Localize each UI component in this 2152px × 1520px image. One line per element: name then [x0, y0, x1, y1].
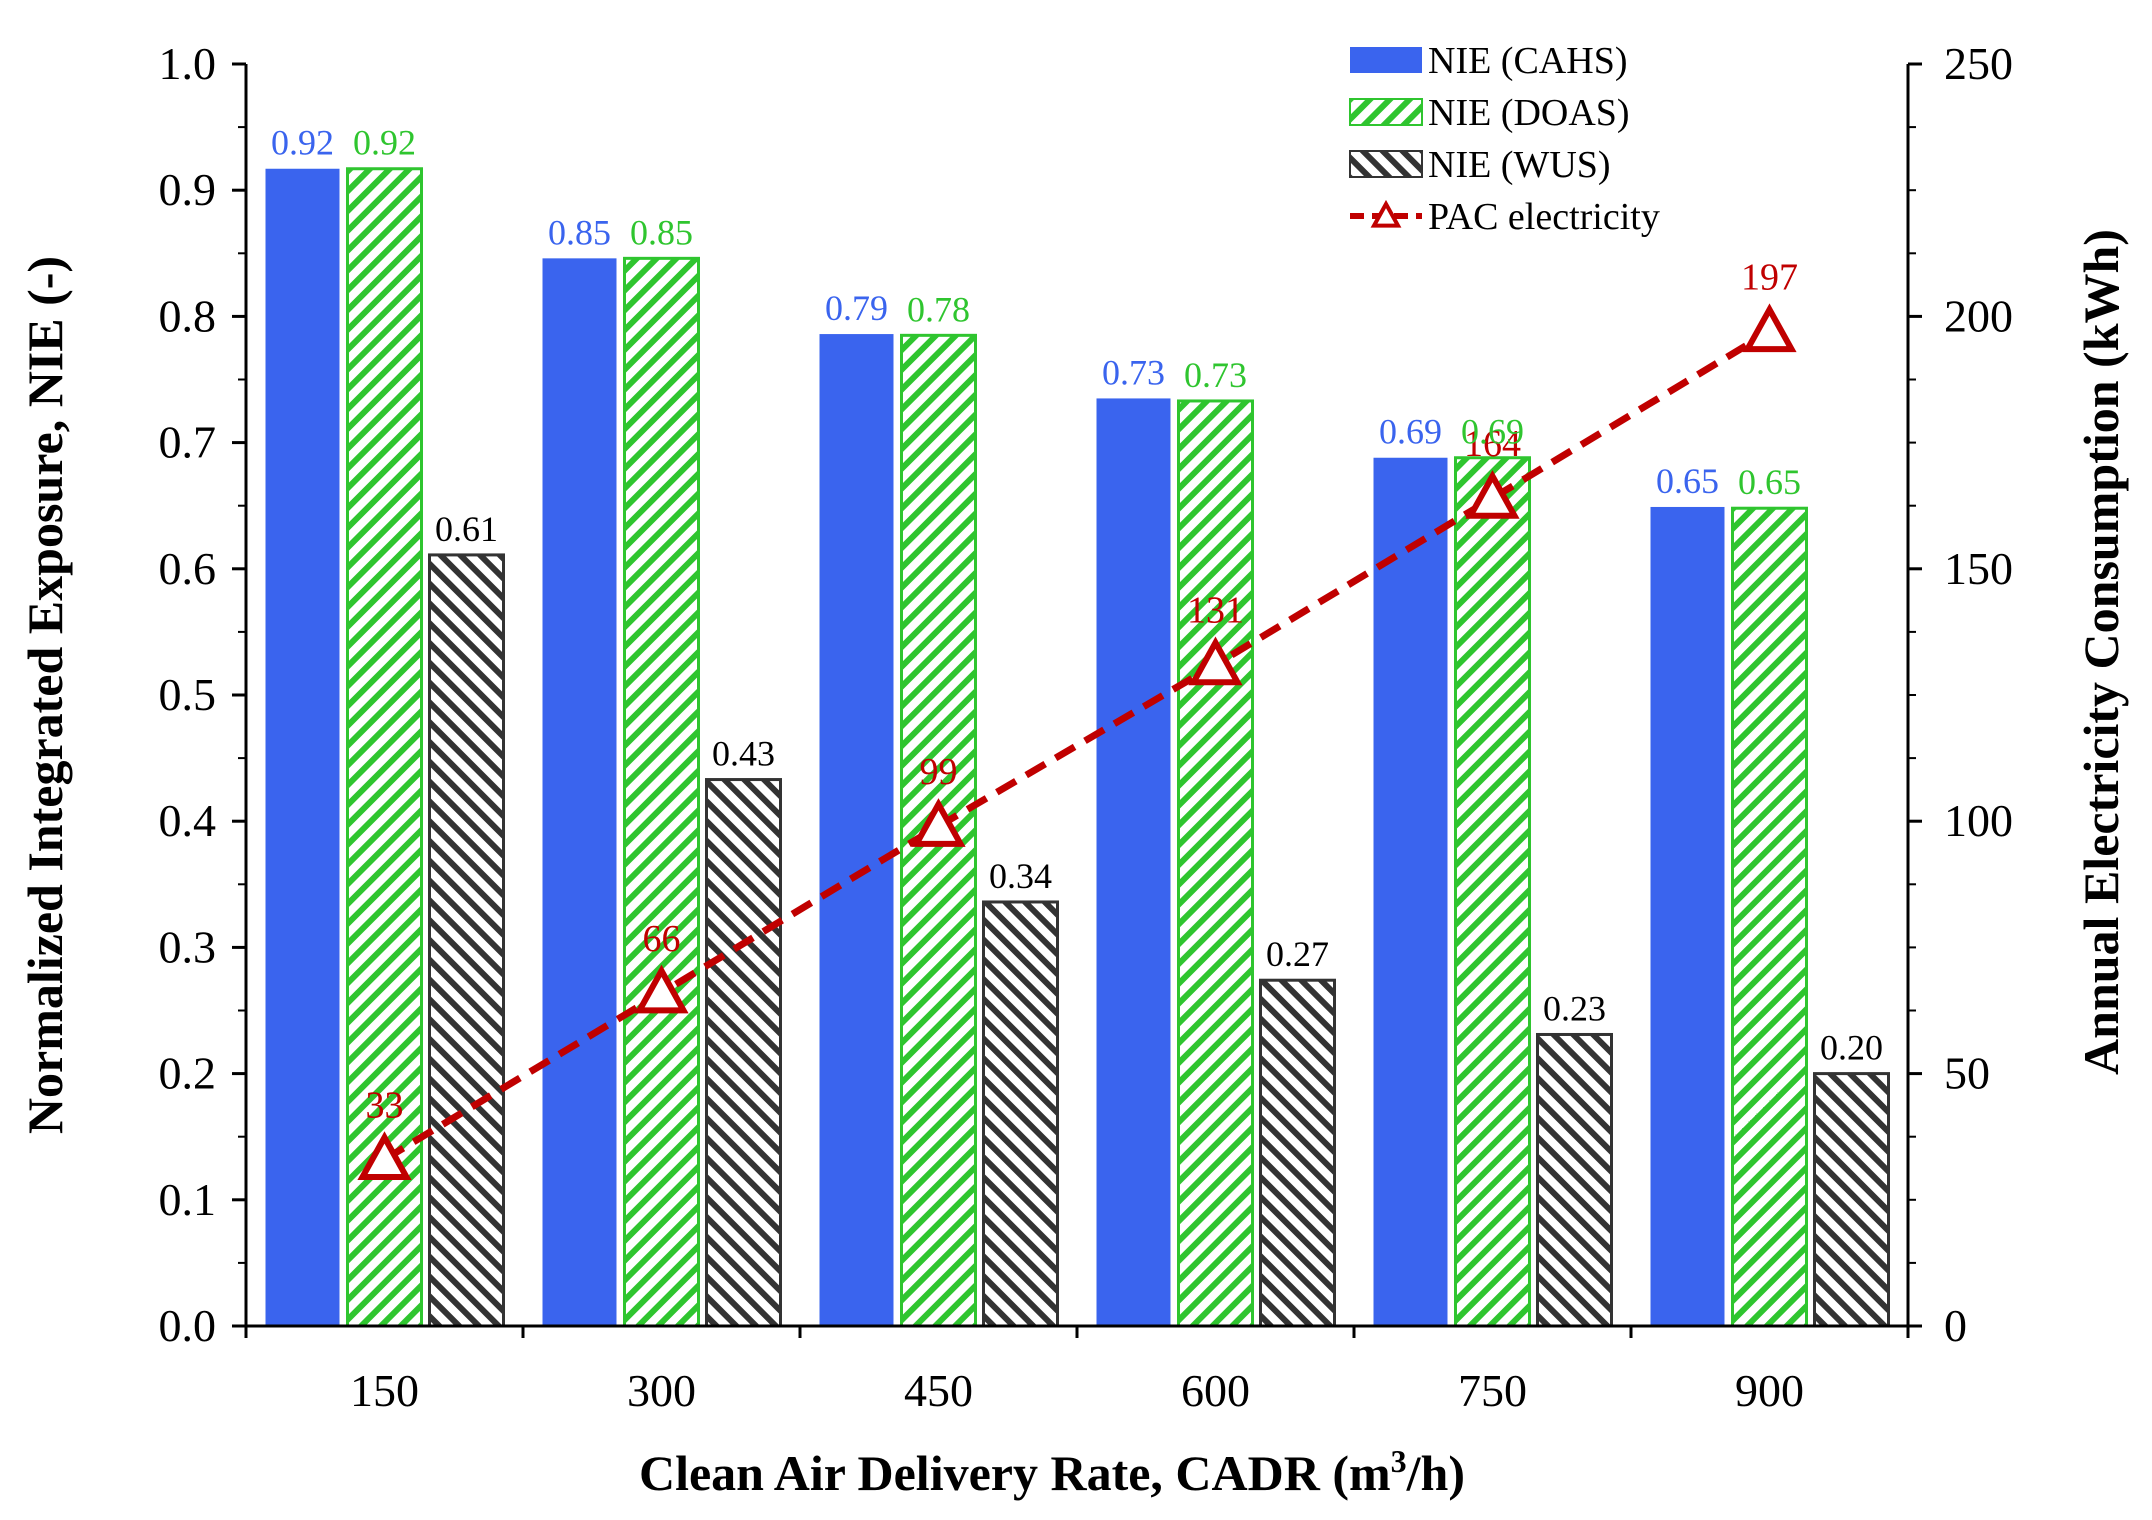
legend-label: NIE (CAHS) — [1428, 40, 1627, 82]
y-tick-label: 0.0 — [159, 1300, 217, 1351]
legend: NIE (CAHS) NIE (DOAS) NIE (WUS) PAC electri… — [1349, 40, 1660, 238]
bar-value-label: 0.23 — [1543, 988, 1606, 1028]
bar-nie-cahs--600 — [1096, 398, 1171, 1326]
y-tick-label: 0.8 — [159, 290, 217, 341]
y-tick-label: 0.1 — [159, 1174, 217, 1225]
bar-value-label: 0.73 — [1184, 355, 1247, 395]
axes-layer: 0.0 0.1 0.2 0.3 0.4 0.5 0.6 0.7 0.8 0.9 1.0 0 50 100 1… — [159, 38, 2014, 1416]
y-tick-label: 1.0 — [159, 38, 217, 89]
bar-nie-wus--450 — [982, 900, 1059, 1328]
bar-nie-doas--600 — [1177, 399, 1254, 1328]
legend-label: PAC electricity — [1428, 196, 1660, 238]
bar-labels-layer: 0.92 0.85 0.79 0.73 0.69 0.65 0.92 0.85 0.78 0.73… — [271, 123, 1883, 1068]
bar-nie-cahs--150 — [265, 168, 340, 1327]
bar-value-label: 0.65 — [1738, 462, 1801, 502]
y-tick-label: 0.4 — [159, 795, 217, 846]
y-tick-label: 0.3 — [159, 921, 217, 972]
x-axis-title-unit: /h) — [1406, 1445, 1465, 1501]
x-tick-label-600: 600 — [1181, 1365, 1250, 1416]
bar-nie-doas--300 — [623, 256, 700, 1328]
x-tick-label-450: 450 — [904, 1365, 973, 1416]
y-tick-label: 0.6 — [159, 543, 217, 594]
bar-value-label: 0.85 — [548, 212, 611, 252]
y-axis-title: Normalized Integrated Exposure, NIE (-) — [17, 256, 73, 1134]
y-tick-label: 0.5 — [159, 669, 217, 720]
x-tick-label-300: 300 — [627, 1365, 696, 1416]
bar-value-label: 0.92 — [271, 123, 334, 163]
bar-nie-wus--900 — [1813, 1072, 1890, 1328]
bar-value-label: 0.43 — [712, 734, 775, 774]
bar-nie-wus--150 — [428, 553, 505, 1328]
legend-swatch — [1349, 150, 1423, 178]
bar-value-label: 0.20 — [1820, 1028, 1883, 1068]
x-axis-title: Clean Air Delivery Rate, CADR (m3/h) — [639, 1443, 1465, 1501]
bar-value-label: 0.34 — [989, 856, 1052, 896]
y2-tick-label: 0 — [1944, 1300, 1967, 1351]
x-tick-label-750: 750 — [1458, 1365, 1527, 1416]
legend-triangle-icon — [1370, 199, 1402, 228]
bar-value-label: 0.61 — [435, 509, 498, 549]
bar-value-label: 0.78 — [907, 289, 970, 329]
x-tick-label-150: 150 — [350, 1365, 419, 1416]
y2-tick-label: 250 — [1944, 38, 2013, 89]
x-tick-label-900: 900 — [1735, 1365, 1804, 1416]
electricity-marker-150 — [357, 1131, 412, 1181]
x-axis-title-superscript: 3 — [1391, 1443, 1407, 1479]
legend-label: NIE (WUS) — [1428, 144, 1611, 186]
y2-tick-label: 50 — [1944, 1048, 1990, 1099]
bar-value-label: 0.92 — [353, 123, 416, 163]
bar-value-label: 0.69 — [1379, 412, 1442, 452]
y2-axis-title: Annual Electricity Consumption (kWh) — [2073, 229, 2129, 1075]
legend-label: NIE (DOAS) — [1428, 92, 1630, 134]
bar-nie-cahs--900 — [1650, 506, 1725, 1326]
electricity-value-label: 131 — [1187, 590, 1244, 632]
bar-nie-cahs--750 — [1373, 457, 1448, 1326]
y-tick-label: 0.2 — [159, 1048, 217, 1099]
bar-value-label: 0.27 — [1266, 934, 1329, 974]
electricity-line — [382, 328, 1772, 1163]
x-axis-title-main: Clean Air Delivery Rate, CADR (m — [639, 1445, 1391, 1501]
legend-swatch — [1350, 47, 1422, 73]
electricity-value-label: 66 — [643, 918, 681, 960]
y2-tick-label: 100 — [1944, 795, 2013, 846]
electricity-value-label: 99 — [920, 751, 958, 793]
y-tick-label: 0.7 — [159, 417, 217, 468]
bars-layer — [265, 167, 1890, 1328]
legend-swatch — [1349, 98, 1423, 126]
bar-nie-cahs--300 — [542, 258, 617, 1326]
y2-tick-label: 150 — [1944, 543, 2013, 594]
electricity-value-label: 197 — [1741, 257, 1798, 299]
electricity-line-layer: 33 66 99 131 164 197 — [357, 257, 1798, 1181]
bar-nie-doas--900 — [1731, 506, 1808, 1328]
bar-nie-doas--750 — [1454, 456, 1531, 1328]
bar-nie-cahs--450 — [819, 334, 894, 1326]
bar-nie-wus--750 — [1536, 1032, 1613, 1328]
electricity-marker-600 — [1188, 636, 1243, 686]
bar-value-label: 0.65 — [1656, 461, 1719, 501]
electricity-marker-750 — [1465, 469, 1520, 519]
electricity-value-label: 164 — [1464, 423, 1521, 465]
y2-tick-label: 200 — [1944, 290, 2013, 341]
bar-nie-wus--600 — [1259, 978, 1336, 1328]
electricity-marker-300 — [634, 964, 689, 1014]
bar-value-label: 0.79 — [825, 288, 888, 328]
bar-nie-wus--300 — [705, 778, 782, 1328]
electricity-value-label: 33 — [366, 1084, 404, 1126]
y-tick-label: 0.9 — [159, 164, 217, 215]
bar-value-label: 0.85 — [630, 212, 693, 252]
electricity-marker-450 — [911, 798, 966, 847]
bar-value-label: 0.73 — [1102, 352, 1165, 392]
electricity-marker-900 — [1742, 303, 1797, 353]
bar-value-label: 0.69 — [1461, 412, 1524, 452]
